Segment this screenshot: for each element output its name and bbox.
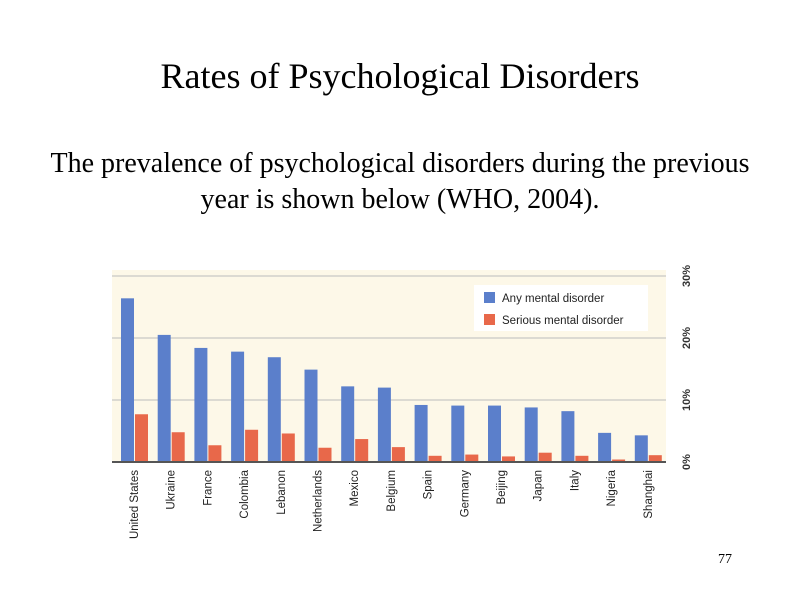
- bar-any-mental-disorder: [121, 298, 134, 462]
- y-tick-label: 20%: [681, 327, 693, 349]
- bar-any-mental-disorder: [488, 405, 501, 462]
- slide-subtitle: The prevalence of psychological disorder…: [50, 148, 750, 215]
- bar-serious-mental-disorder: [428, 455, 442, 462]
- bar-any-mental-disorder: [341, 386, 355, 462]
- bar-serious-mental-disorder: [135, 414, 148, 462]
- x-tick-label: Netherlands: [313, 470, 325, 532]
- bar-serious-mental-disorder: [575, 455, 589, 462]
- y-tick-label: 10%: [681, 389, 693, 411]
- x-tick-label: Germany: [459, 470, 471, 518]
- bar-serious-mental-disorder: [355, 439, 369, 462]
- legend-box: [474, 285, 648, 331]
- x-tick-label: Italy: [569, 470, 581, 491]
- bar-any-mental-disorder: [377, 387, 391, 462]
- bar-any-mental-disorder: [634, 435, 648, 462]
- x-tick-label: Ukraine: [166, 470, 178, 510]
- bar-any-mental-disorder: [157, 334, 171, 462]
- x-tick-label: Japan: [533, 470, 545, 501]
- legend: Any mental disorder Serious mental disor…: [474, 285, 648, 331]
- legend-label-serious: Serious mental disorder: [502, 315, 624, 327]
- bar-any-mental-disorder: [267, 357, 281, 462]
- x-tick-label: Colombia: [239, 469, 251, 518]
- x-tick-label: Belgium: [386, 470, 398, 512]
- legend-swatch-any: [484, 292, 495, 303]
- bar-any-mental-disorder: [598, 432, 612, 462]
- bar-any-mental-disorder: [561, 411, 575, 462]
- x-tick-label: United States: [129, 470, 141, 539]
- bar-serious-mental-disorder: [245, 429, 259, 462]
- bar-serious-mental-disorder: [318, 447, 332, 462]
- bar-serious-mental-disorder: [465, 454, 479, 462]
- x-tick-label: France: [202, 470, 214, 506]
- bars: [121, 298, 662, 462]
- x-tick-label: Beijing: [496, 470, 508, 505]
- slide-title: Rates of Psychological Disorders: [160, 56, 640, 96]
- bar-any-mental-disorder: [304, 369, 318, 462]
- bar-any-mental-disorder: [414, 404, 428, 462]
- x-tick-label: Lebanon: [276, 470, 288, 515]
- bar-serious-mental-disorder: [648, 455, 662, 462]
- page-number: 77: [718, 552, 732, 567]
- legend-label-any: Any mental disorder: [502, 293, 604, 305]
- bar-any-mental-disorder: [451, 405, 465, 462]
- bar-serious-mental-disorder: [391, 447, 405, 462]
- y-tick-label: 30%: [681, 265, 693, 287]
- y-tick-label: 0%: [681, 454, 693, 470]
- bar-serious-mental-disorder: [538, 452, 552, 462]
- x-tick-label: Spain: [423, 470, 435, 499]
- x-tick-labels: United States Ukraine France Colombia Lebano…: [129, 469, 655, 539]
- bar-serious-mental-disorder: [281, 433, 295, 462]
- legend-swatch-serious: [484, 314, 495, 325]
- bar-serious-mental-disorder: [502, 456, 515, 462]
- x-tick-label: Shanghai: [643, 470, 655, 519]
- x-tick-label: Mexico: [349, 470, 361, 506]
- x-tick-label: Nigeria: [606, 469, 618, 506]
- y-tick-labels: 0% 10% 20% 30%: [681, 265, 693, 470]
- bar-serious-mental-disorder: [208, 445, 222, 462]
- bar-any-mental-disorder: [194, 347, 208, 462]
- bar-any-mental-disorder: [231, 351, 245, 462]
- bar-any-mental-disorder: [524, 407, 538, 462]
- bar-serious-mental-disorder: [171, 432, 185, 462]
- bar-serious-mental-disorder: [612, 459, 626, 462]
